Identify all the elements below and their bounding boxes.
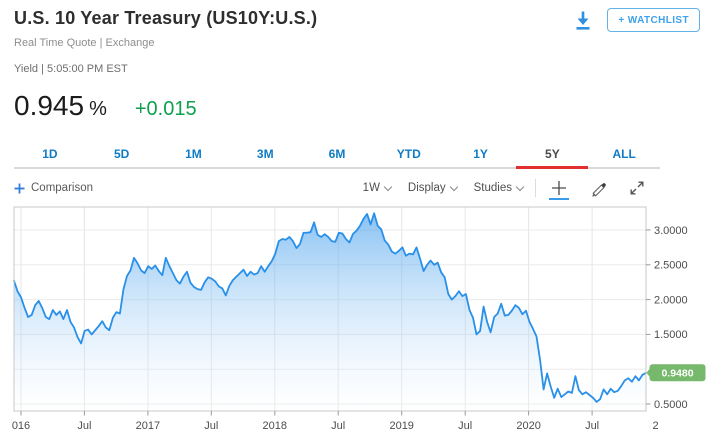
range-tab-1m[interactable]: 1M	[185, 147, 202, 161]
x-tick-label: 016	[12, 420, 30, 432]
chevron-down-icon	[515, 182, 525, 192]
x-tick-label: Jul	[585, 420, 599, 432]
y-tick-label: 3.0000	[654, 225, 688, 237]
y-tick-label: 2.0000	[654, 294, 688, 306]
range-tab-5y[interactable]: 5Y	[516, 147, 588, 167]
crosshair-tool-button[interactable]	[548, 178, 570, 200]
pencil-icon	[591, 182, 606, 197]
x-tick-label: 2	[652, 420, 658, 432]
interval-label: 1W	[362, 182, 380, 194]
quote-meta: Yield | 5:05:00 PM EST	[14, 63, 128, 75]
x-tick-label: 2019	[389, 420, 413, 432]
range-tabs: 1D 5D 1M 3M 6M YTD 1Y 5Y ALL	[14, 147, 660, 169]
x-tick-label: Jul	[77, 420, 91, 432]
chart-tools: 1W Display Studies	[362, 178, 648, 200]
quote-subtitle: Real Time Quote | Exchange	[14, 37, 155, 49]
display-label: Display	[407, 182, 446, 194]
range-tab-5d[interactable]: 5D	[114, 147, 130, 161]
range-tab-1y[interactable]: 1Y	[473, 147, 488, 161]
range-tab-ytd[interactable]: YTD	[396, 147, 421, 161]
x-tick-label: 2020	[516, 420, 540, 432]
display-dropdown[interactable]: Display	[407, 182, 458, 194]
range-tab-3m[interactable]: 3M	[256, 147, 274, 161]
expand-icon	[630, 181, 644, 195]
download-icon	[576, 11, 590, 30]
x-tick-label: 2018	[263, 420, 287, 432]
plot-border	[13, 206, 647, 412]
plus-icon	[14, 183, 25, 193]
header-actions: + WATCHLIST	[569, 7, 700, 33]
y-tick-label: 2.5000	[654, 260, 688, 272]
y-tick-label: 1.5000	[654, 329, 688, 341]
crosshair-icon	[552, 181, 566, 195]
price-line	[13, 212, 647, 403]
page-title: U.S. 10 Year Treasury (US10Y:U.S.)	[14, 8, 318, 28]
chevron-down-icon	[383, 182, 393, 192]
chart-toolbar: Comparison 1W Display Studies	[14, 177, 648, 200]
studies-label: Studies	[473, 182, 512, 194]
y-tick-label: 0.5000	[654, 399, 688, 411]
last-price-label: 0.9480	[661, 368, 693, 380]
last-price-badge	[649, 364, 706, 382]
download-button[interactable]	[569, 7, 597, 33]
price-row: 0.945 % +0.015	[14, 90, 197, 122]
last-price-badge-arrow	[646, 368, 650, 378]
draw-tool-button[interactable]	[587, 178, 609, 198]
range-tab-1d[interactable]: 1D	[42, 147, 58, 161]
x-tick-label: 2017	[136, 420, 160, 432]
range-tab-6m[interactable]: 6M	[328, 147, 346, 161]
price-chart[interactable]: 016 Jul 2017 Jul 2018 Jul 2019 Jul 2020 Jul 2 3.000…	[0, 200, 710, 446]
toolbar-divider	[535, 179, 536, 197]
area-fill	[14, 213, 646, 411]
fullscreen-button[interactable]	[626, 178, 648, 198]
x-tick-label: Jul	[458, 420, 472, 432]
studies-dropdown[interactable]: Studies	[473, 182, 525, 194]
comparison-label: Comparison	[31, 182, 93, 194]
price-unit: %	[89, 98, 107, 120]
price-value: 0.945	[14, 90, 85, 121]
add-watchlist-button[interactable]: + WATCHLIST	[607, 8, 700, 32]
add-comparison-button[interactable]: Comparison	[14, 182, 93, 194]
x-tick-label: Jul	[331, 420, 345, 432]
chevron-down-icon	[449, 182, 458, 192]
x-tick-label: Jul	[204, 420, 218, 432]
price-change: +0.015	[134, 98, 197, 120]
range-tab-all[interactable]: ALL	[612, 147, 636, 161]
interval-dropdown[interactable]: 1W	[362, 182, 393, 194]
